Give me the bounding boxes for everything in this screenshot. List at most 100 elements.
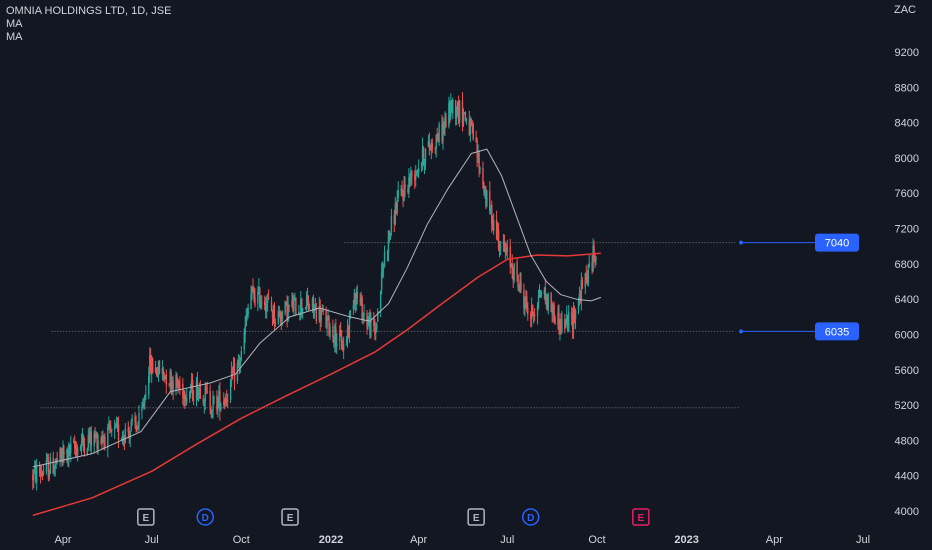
candle-body xyxy=(345,340,348,343)
candle-body xyxy=(270,301,273,311)
candle xyxy=(510,262,512,268)
candle xyxy=(158,360,161,375)
candle xyxy=(240,346,243,362)
candle xyxy=(484,185,486,199)
candle-body xyxy=(409,177,411,184)
candle xyxy=(205,383,207,395)
candle xyxy=(199,380,202,399)
candle xyxy=(80,433,83,456)
candle xyxy=(585,265,587,284)
candle-body xyxy=(321,310,323,313)
candle-body xyxy=(430,142,433,151)
candle-body xyxy=(340,335,343,349)
x-tick-label: Jul xyxy=(856,534,870,546)
candle-body xyxy=(286,300,288,320)
candle xyxy=(379,290,382,318)
candle-body xyxy=(525,296,527,303)
candle-body xyxy=(325,309,327,327)
earnings-event-marker[interactable]: E xyxy=(467,508,485,526)
candle xyxy=(135,415,137,433)
dividend-event-marker[interactable]: D xyxy=(521,508,540,526)
candle-body xyxy=(512,272,514,281)
candle-body xyxy=(482,167,484,188)
candle xyxy=(320,309,322,328)
candle xyxy=(82,434,85,452)
candle-body xyxy=(315,307,318,322)
candle-body xyxy=(59,448,61,462)
candle-body xyxy=(272,305,275,319)
x-tick-label: 2023 xyxy=(674,534,698,546)
candle xyxy=(238,355,241,375)
candle xyxy=(46,453,49,462)
candle xyxy=(362,312,364,325)
candle-body xyxy=(402,194,404,201)
candle-body xyxy=(438,124,440,142)
candle-body xyxy=(540,292,543,296)
candle-body xyxy=(195,381,198,400)
candle-body xyxy=(342,343,345,350)
candle xyxy=(184,390,186,409)
candle-body xyxy=(154,367,157,373)
candle xyxy=(93,430,95,454)
x-tick-label: Apr xyxy=(54,534,71,546)
candle xyxy=(87,428,90,452)
price-tag-anchor-dot xyxy=(739,329,743,334)
earnings-event-marker[interactable]: E xyxy=(137,508,155,526)
candle xyxy=(182,378,184,405)
candle xyxy=(559,318,561,341)
candle xyxy=(223,392,225,409)
candle-body xyxy=(265,304,268,311)
candle xyxy=(270,296,273,312)
candle-body xyxy=(578,292,581,300)
x-tick-label: Oct xyxy=(233,534,250,546)
candle-body xyxy=(128,432,130,439)
candle xyxy=(138,405,140,432)
candle xyxy=(189,383,192,398)
candle-body xyxy=(300,299,302,316)
candle-body xyxy=(204,385,206,402)
candle xyxy=(448,96,450,129)
candle-body xyxy=(559,319,561,333)
candle xyxy=(176,373,178,388)
candle-body xyxy=(172,381,174,392)
candle-body xyxy=(142,404,144,408)
candle xyxy=(39,464,42,484)
symbol-title[interactable]: OMNIA HOLDINGS LTD, 1D, JSE xyxy=(6,5,172,17)
ma-fast-label[interactable]: MA xyxy=(6,18,23,30)
dividend-event-marker[interactable]: D xyxy=(196,508,215,526)
candle xyxy=(520,272,522,294)
candle-body xyxy=(455,114,458,118)
candle xyxy=(557,305,559,330)
y-tick-label: 6800 xyxy=(895,259,919,271)
candle xyxy=(539,289,542,298)
candle-body xyxy=(55,458,57,464)
candle xyxy=(485,185,487,210)
candle xyxy=(416,170,418,176)
candle-body xyxy=(523,290,525,309)
candle xyxy=(157,360,160,382)
ma-slow-label[interactable]: MA xyxy=(6,31,23,43)
candle xyxy=(291,292,293,308)
candle-body xyxy=(588,262,590,268)
candle xyxy=(195,376,198,407)
candle-body xyxy=(356,291,358,299)
earnings-event-marker[interactable]: E xyxy=(281,508,299,526)
future-event-marker[interactable]: E xyxy=(632,508,650,526)
candle-body xyxy=(113,426,116,430)
currency-label[interactable]: ZAC xyxy=(894,4,916,16)
candle xyxy=(130,419,132,432)
candle xyxy=(458,99,461,128)
candle xyxy=(475,130,477,143)
candle-body xyxy=(42,471,45,474)
candle-body xyxy=(245,315,247,326)
candle xyxy=(346,319,349,348)
candle-body xyxy=(175,374,177,391)
candle-body xyxy=(237,360,240,362)
candle xyxy=(407,184,409,195)
candle xyxy=(550,291,552,313)
candle xyxy=(455,106,458,126)
candle xyxy=(307,295,310,311)
candle xyxy=(172,375,174,401)
candle xyxy=(327,309,329,321)
